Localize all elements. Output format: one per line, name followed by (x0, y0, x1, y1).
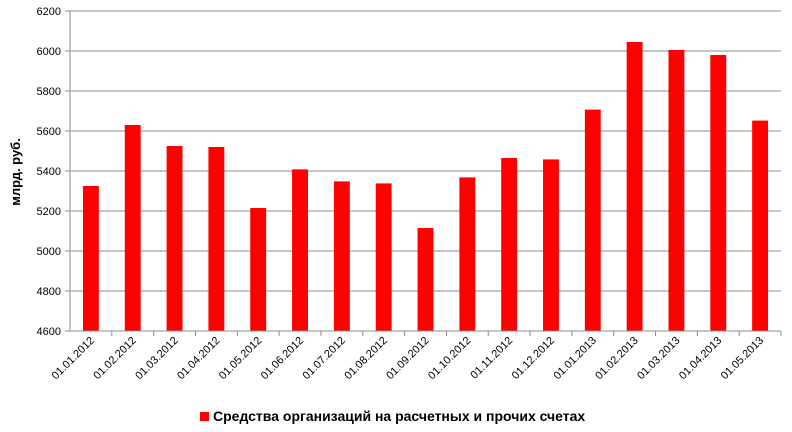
bar (166, 146, 183, 331)
bars (82, 42, 769, 331)
x-tick-label: 01.01.2013 (551, 335, 598, 382)
bar (82, 186, 99, 331)
bar (375, 183, 392, 331)
bar (710, 55, 727, 331)
y-tick-label: 5200 (37, 206, 61, 218)
x-tick-label: 01.04.2012 (175, 335, 222, 382)
y-tick-label: 6000 (37, 46, 61, 58)
x-tick-label: 01.12.2012 (510, 335, 557, 382)
grid (70, 10, 781, 332)
x-tick-label: 01.03.2013 (635, 335, 682, 382)
x-tick-label: 01.08.2012 (342, 335, 389, 382)
y-tick-label: 4800 (37, 286, 61, 298)
bar (250, 208, 267, 331)
y-tick-label: 5800 (37, 86, 61, 98)
x-tick-label: 01.10.2012 (426, 335, 473, 382)
bar (584, 109, 601, 331)
y-tick-label: 5600 (37, 126, 61, 138)
x-tick-label: 01.02.2012 (91, 335, 138, 382)
bar (626, 42, 643, 331)
x-tick-label: 01.03.2012 (133, 335, 180, 382)
legend: Средства организаций на расчетных и проч… (200, 408, 585, 424)
x-tick-label: 01.05.2012 (217, 335, 264, 382)
x-tick-label: 01.04.2013 (677, 335, 724, 382)
x-tick-label: 01.05.2013 (719, 335, 766, 382)
bar (208, 147, 225, 331)
bar (752, 120, 769, 331)
x-tick-label: 01.09.2012 (384, 335, 431, 382)
bar (668, 50, 685, 331)
bar (417, 228, 434, 331)
bar (501, 158, 518, 331)
bar (333, 181, 350, 331)
y-tick-label: 5400 (37, 166, 61, 178)
y-tick-label: 5000 (37, 246, 61, 258)
y-tick-label: 4600 (37, 326, 61, 338)
bar (124, 125, 141, 331)
legend-label: Средства организаций на расчетных и проч… (213, 408, 585, 424)
bar (459, 177, 476, 331)
legend-swatch (200, 412, 209, 421)
bar (543, 159, 559, 331)
x-tick-label: 01.06.2012 (259, 335, 306, 382)
x-tick-label: 01.07.2012 (301, 335, 348, 382)
bar (292, 169, 308, 331)
y-axis-label: млрд. руб. (8, 138, 23, 206)
x-tick-label: 01.11.2012 (468, 335, 515, 382)
x-tick-label: 01.02.2013 (593, 335, 640, 382)
y-tick-label: 6200 (37, 6, 61, 18)
x-tick-label: 01.01.2012 (50, 335, 97, 382)
